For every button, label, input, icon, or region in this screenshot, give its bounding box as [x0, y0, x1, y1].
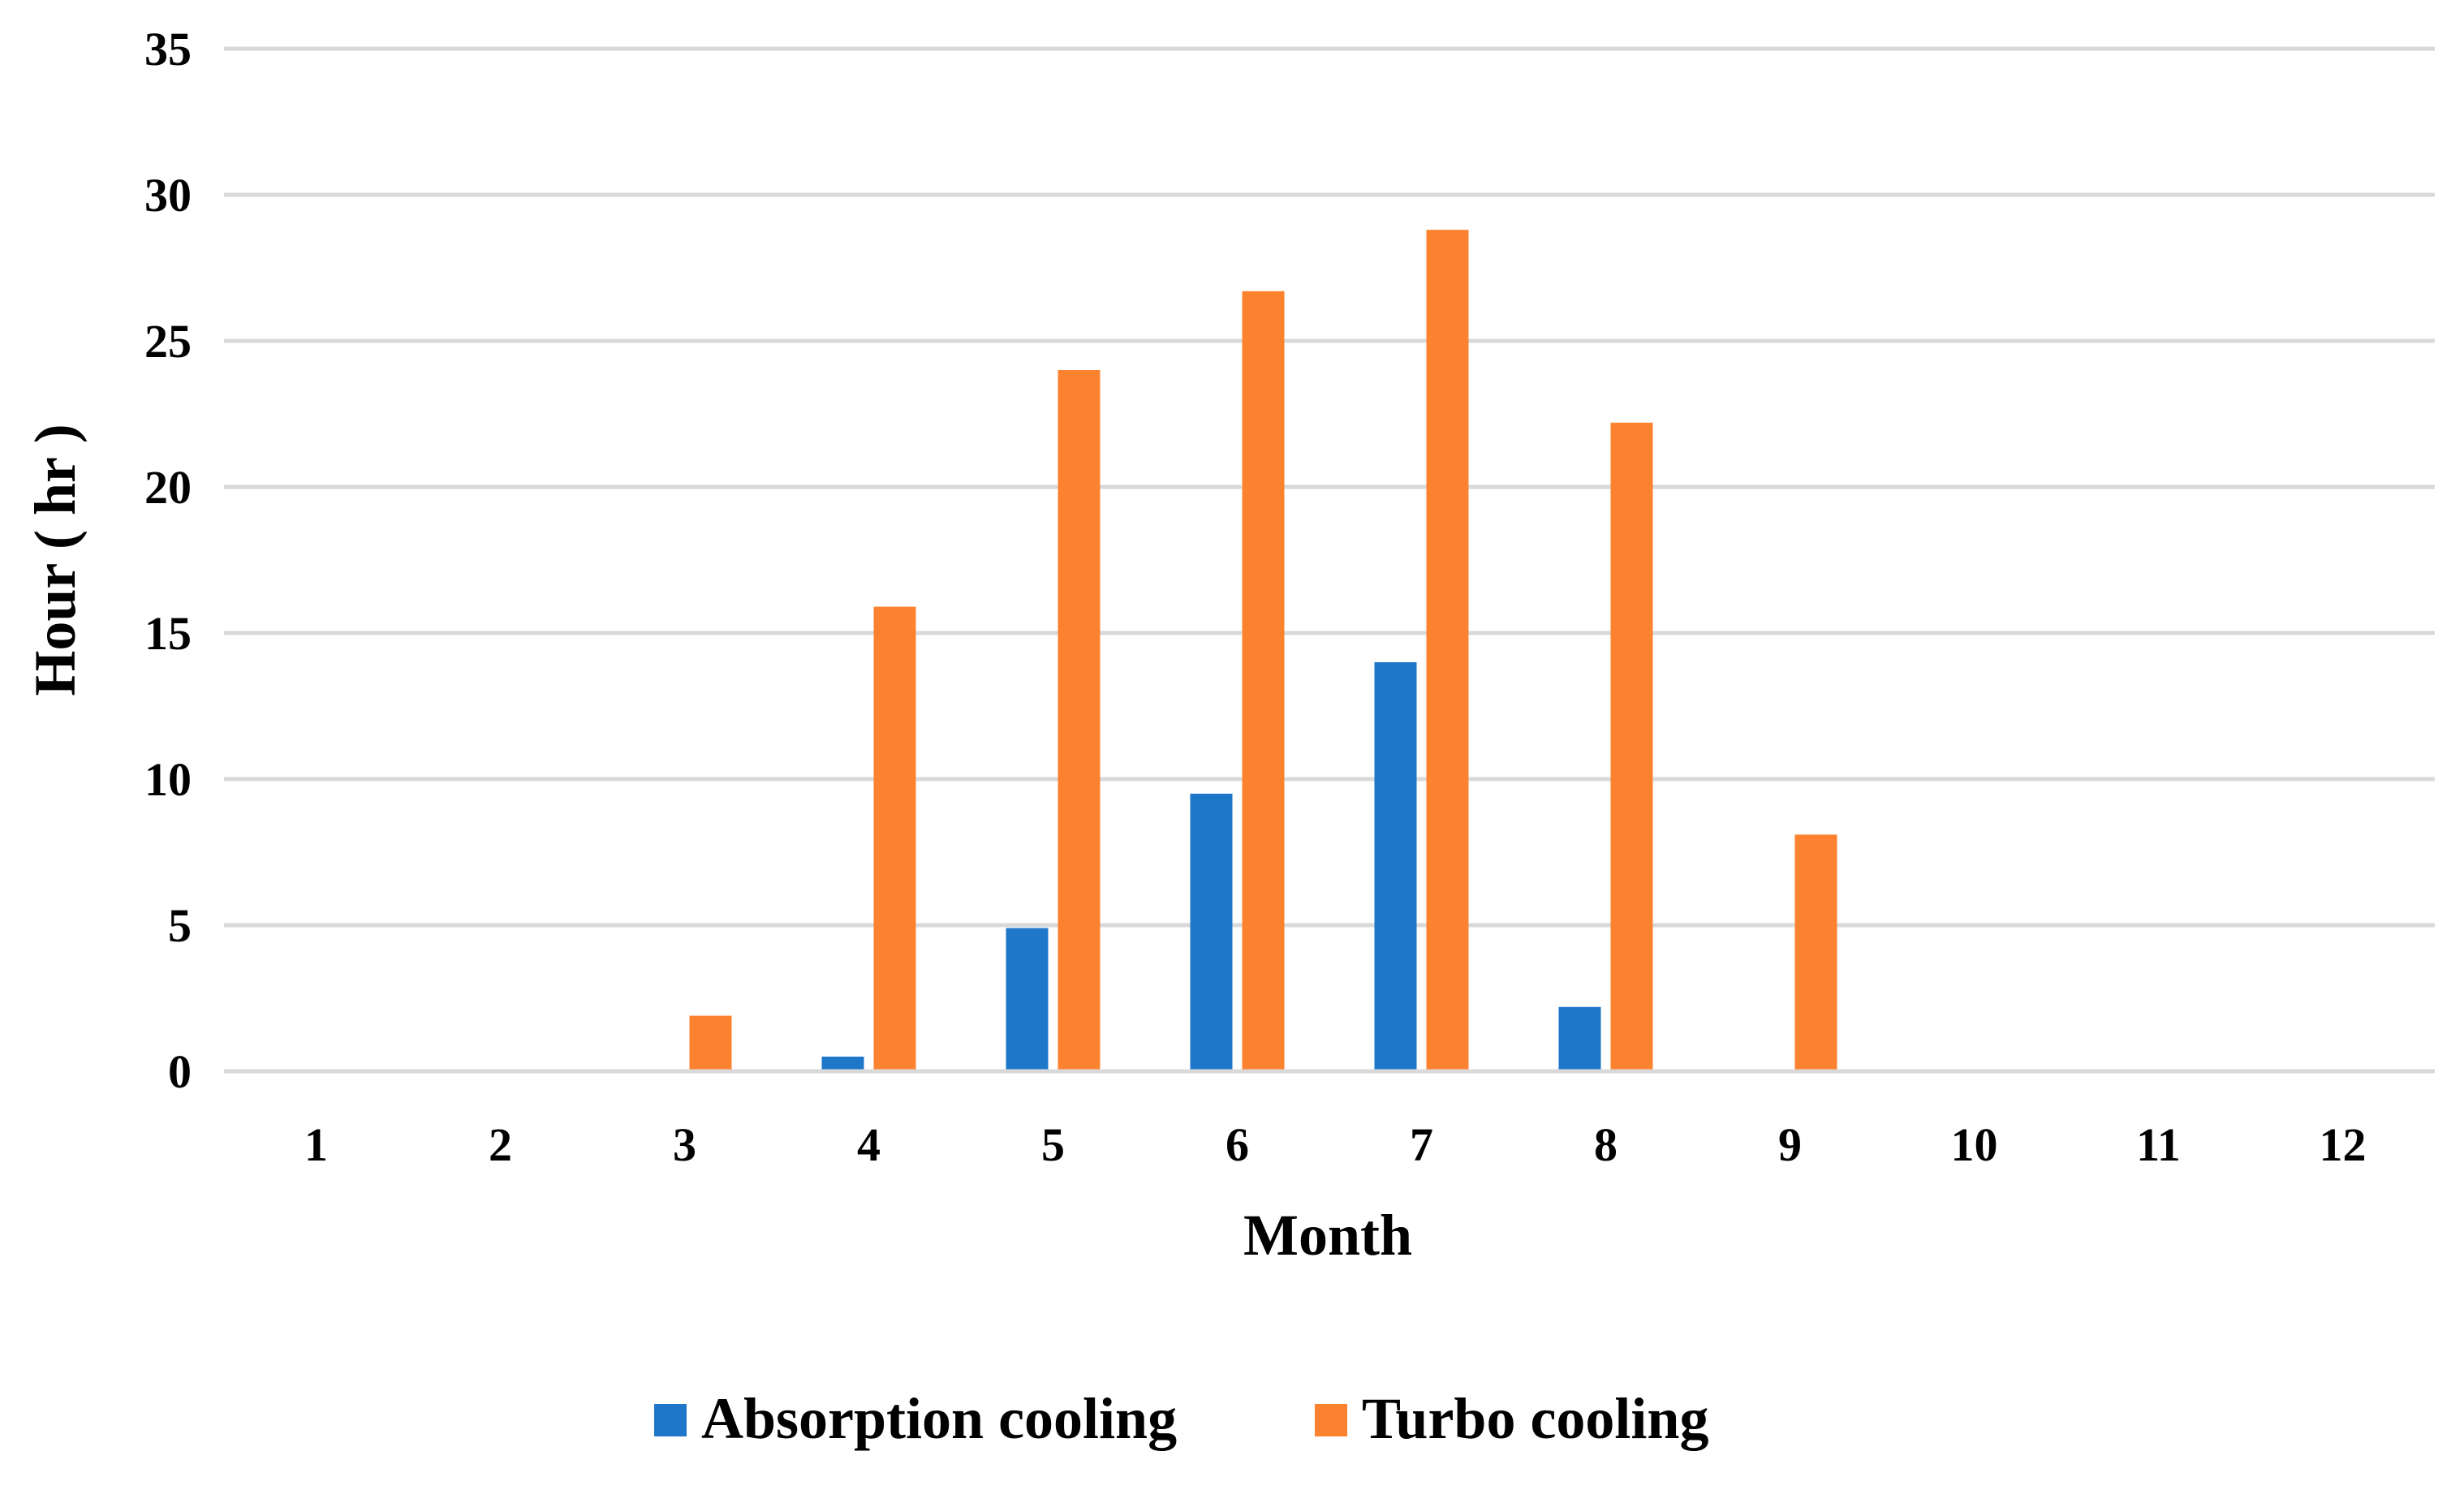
y-axis-ticks: 0 5 10 15 20 25 30 35	[144, 23, 192, 1098]
y-tick-label: 5	[168, 899, 192, 952]
y-axis-title: Hour ( hr )	[23, 424, 88, 695]
y-tick-label: 20	[144, 461, 192, 514]
x-tick-label: 11	[2136, 1118, 2181, 1171]
bar-turbo-month-5	[1058, 370, 1101, 1071]
x-tick-label: 6	[1226, 1118, 1249, 1171]
x-tick-label: 7	[1410, 1118, 1433, 1171]
y-tick-label: 25	[144, 315, 192, 368]
bar-absorption-month-6	[1190, 794, 1233, 1071]
legend: Absorption cooling Turbo cooling	[654, 1386, 1708, 1451]
bar-absorption-month-5	[1006, 928, 1049, 1071]
x-axis-ticks: 1 2 3 4 5 6 7 8 9 10 11 12	[304, 1118, 2367, 1171]
x-tick-label: 8	[1594, 1118, 1618, 1171]
legend-label-turbo: Turbo cooling	[1362, 1386, 1708, 1451]
y-tick-label: 30	[144, 169, 192, 222]
bar-turbo-month-8	[1610, 422, 1653, 1071]
legend-swatch-absorption	[654, 1404, 687, 1436]
y-tick-label: 0	[168, 1045, 192, 1098]
bar-turbo-month-9	[1794, 834, 1837, 1071]
legend-swatch-turbo	[1315, 1404, 1347, 1436]
gridlines	[224, 46, 2435, 1074]
bar-turbo-month-3	[689, 1015, 732, 1071]
bar-absorption-month-7	[1374, 662, 1417, 1071]
legend-label-absorption: Absorption cooling	[701, 1386, 1177, 1451]
bars	[224, 230, 2435, 1074]
x-tick-label: 1	[304, 1118, 328, 1171]
bar-turbo-month-7	[1426, 230, 1469, 1072]
bar-absorption-month-4	[821, 1057, 864, 1071]
x-tick-label: 12	[2320, 1118, 2367, 1171]
bar-turbo-month-6	[1242, 291, 1285, 1071]
x-tick-label: 9	[1778, 1118, 1802, 1171]
x-tick-label: 5	[1041, 1118, 1065, 1171]
x-tick-label: 4	[857, 1118, 881, 1171]
x-tick-label: 10	[1951, 1118, 1998, 1171]
bar-turbo-month-4	[873, 606, 916, 1071]
x-tick-label: 2	[489, 1118, 512, 1171]
y-tick-label: 35	[144, 23, 192, 75]
y-tick-label: 15	[144, 607, 192, 660]
y-tick-label: 10	[144, 753, 192, 806]
x-tick-label: 3	[673, 1118, 696, 1171]
x-axis-title: Month	[1243, 1203, 1412, 1268]
bar-absorption-month-8	[1558, 1006, 1601, 1071]
